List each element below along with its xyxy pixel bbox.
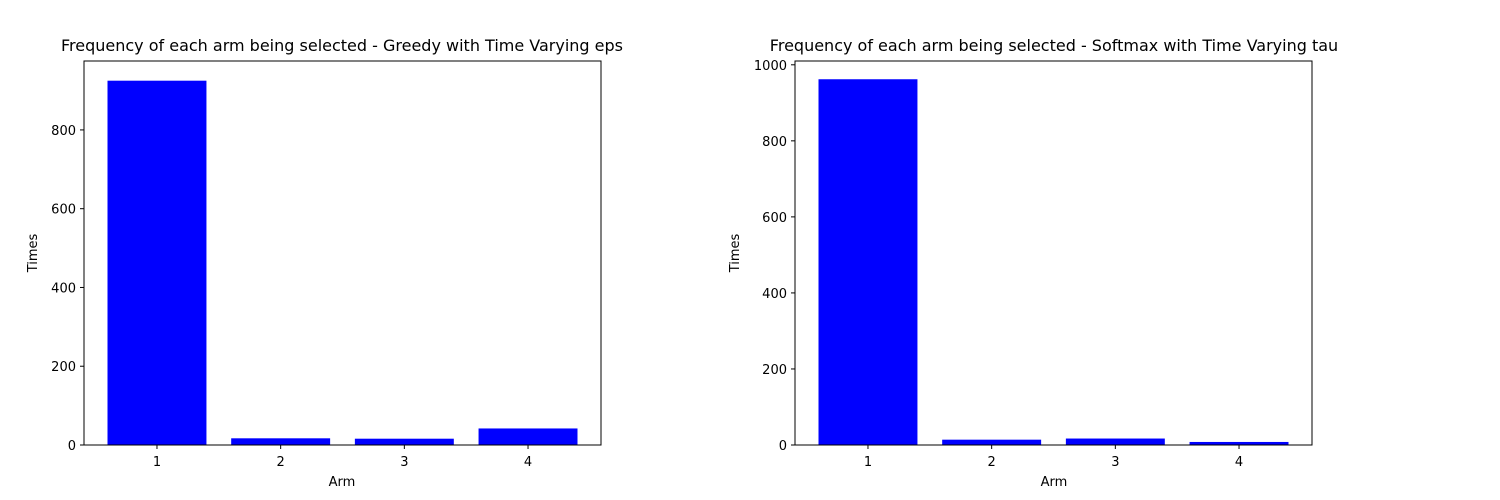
bar	[818, 79, 918, 445]
y-tick-label: 200	[51, 360, 76, 375]
x-tick-label: 3	[400, 455, 408, 470]
x-tick-label: 1	[153, 455, 161, 470]
y-tick-label: 200	[762, 363, 787, 378]
x-tick-label: 2	[988, 455, 996, 470]
x-tick-label: 1	[864, 455, 872, 470]
bar-group	[818, 79, 1289, 445]
bar	[107, 80, 207, 445]
x-tick-label: 3	[1111, 455, 1119, 470]
y-tick-label: 400	[762, 287, 787, 302]
y-tick-label: 1000	[754, 59, 787, 74]
tick-group: 1 2 3 4 0 200 400 600 800	[51, 124, 532, 470]
bar	[231, 438, 331, 445]
y-tick-label: 600	[51, 203, 76, 218]
chart-title: Frequency of each arm being selected - G…	[61, 36, 623, 55]
tick-group: 1 2 3 4 0 200 400 600 800 1000	[754, 59, 1243, 470]
y-tick-label: 600	[762, 211, 787, 226]
y-axis-label: Times	[728, 233, 743, 273]
plot-frame	[794, 60, 1313, 446]
plot-frame	[83, 60, 602, 446]
bar-group	[107, 80, 578, 445]
y-tick-label: 800	[51, 124, 76, 139]
bar	[1065, 438, 1165, 445]
x-axis-label: Arm	[329, 475, 356, 490]
x-tick-label: 4	[524, 455, 532, 470]
y-tick-label: 400	[51, 281, 76, 296]
bar	[942, 439, 1042, 445]
x-axis-label: Arm	[1041, 475, 1068, 490]
y-tick-label: 0	[68, 439, 76, 454]
chart-left: Frequency of each arm being selected - G…	[26, 36, 623, 490]
chart-right: Frequency of each arm being selected - S…	[728, 36, 1338, 490]
bar	[354, 438, 454, 445]
bar	[478, 428, 578, 445]
y-axis-label: Times	[26, 233, 41, 273]
x-tick-label: 2	[277, 455, 285, 470]
chart-title: Frequency of each arm being selected - S…	[770, 36, 1338, 55]
x-tick-label: 4	[1235, 455, 1243, 470]
y-tick-label: 800	[762, 135, 787, 150]
y-tick-label: 0	[779, 439, 787, 454]
bar	[1189, 441, 1289, 445]
